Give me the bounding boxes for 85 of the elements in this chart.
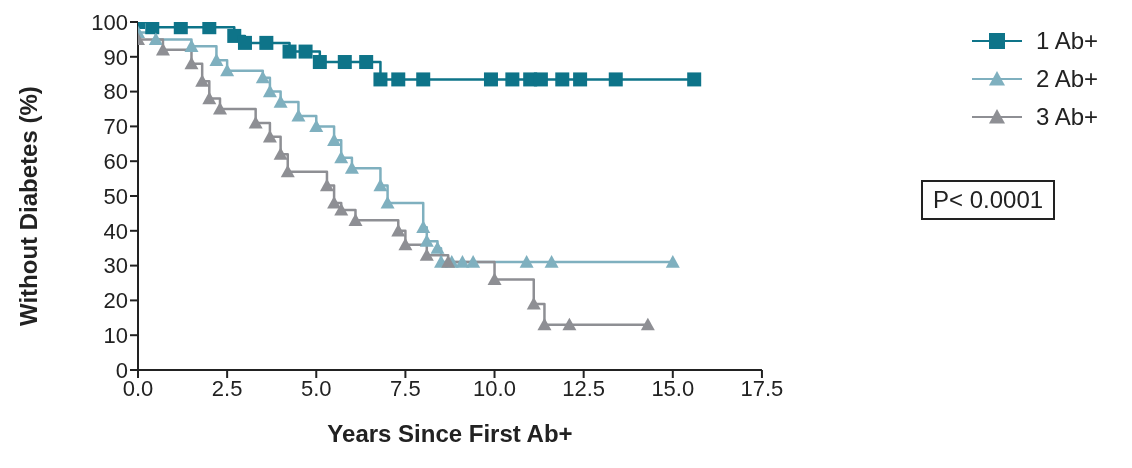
point	[334, 150, 349, 164]
point	[416, 220, 431, 233]
point	[391, 72, 406, 87]
point	[155, 42, 170, 56]
point	[173, 22, 188, 35]
point	[419, 234, 434, 247]
point	[391, 223, 406, 237]
y-tick-label: 30	[103, 253, 128, 279]
point	[544, 255, 559, 268]
y-tick-label: 90	[103, 44, 128, 70]
point	[380, 195, 395, 209]
point	[359, 55, 374, 70]
legend-label: 1 Ab+	[1034, 26, 1098, 56]
x-tick-label: 12.5	[562, 375, 606, 401]
point	[255, 70, 270, 84]
y-tick-label: 100	[91, 9, 128, 35]
point	[573, 72, 588, 87]
point	[455, 255, 470, 268]
y-tick-label: 40	[103, 218, 128, 244]
point	[202, 22, 217, 35]
point	[337, 55, 352, 70]
x-tick-label: 17.5	[740, 375, 784, 401]
point	[282, 44, 297, 59]
point	[319, 178, 334, 192]
point	[202, 91, 217, 105]
point	[505, 72, 520, 87]
point	[262, 129, 277, 143]
point	[298, 44, 313, 59]
point	[248, 115, 263, 129]
point	[419, 248, 434, 261]
y-tick-label: 20	[103, 288, 128, 314]
point	[184, 56, 199, 70]
point	[273, 95, 288, 108]
point	[145, 22, 160, 35]
point	[640, 317, 655, 331]
point	[483, 72, 498, 87]
text: P< 0.0001	[921, 180, 1056, 220]
x-tick-label: 15.0	[651, 375, 695, 401]
point	[430, 241, 445, 254]
point	[487, 272, 502, 286]
x-tick-label: 10.0	[473, 375, 516, 401]
y-tick-label: 80	[103, 79, 128, 105]
point	[537, 317, 552, 331]
legend-label: 2 Ab+	[1034, 64, 1098, 94]
point	[195, 74, 210, 87]
point	[312, 55, 327, 70]
point	[280, 164, 295, 178]
point	[416, 72, 431, 87]
point	[519, 255, 534, 268]
point	[262, 84, 277, 98]
x-axis-title: Years Since First Ab+	[327, 420, 573, 447]
point	[273, 147, 288, 160]
y-tick-label: 70	[103, 114, 128, 140]
point	[334, 202, 349, 216]
legend-label: 3 Ab+	[1034, 102, 1098, 132]
x-tick-label: 5.0	[300, 375, 332, 401]
point	[220, 63, 235, 77]
y-axis-title: Without Diabetes (%)	[14, 86, 42, 326]
y-tick-label: 60	[103, 149, 128, 175]
point	[291, 108, 306, 122]
y-tick-label: 50	[103, 183, 128, 209]
point	[373, 178, 388, 192]
point	[398, 237, 413, 251]
point	[327, 133, 342, 146]
point	[562, 317, 577, 331]
point	[237, 35, 252, 50]
point	[213, 102, 227, 115]
point	[184, 39, 199, 52]
point	[608, 72, 623, 87]
point	[665, 255, 680, 268]
point	[344, 161, 359, 174]
point	[466, 255, 481, 268]
point	[555, 72, 570, 87]
point	[526, 296, 541, 310]
point	[687, 72, 702, 87]
x-tick-label: 7.5	[390, 375, 421, 401]
y-tick-label: 10	[103, 323, 128, 349]
point	[259, 35, 274, 50]
point	[373, 72, 388, 87]
point	[209, 53, 224, 66]
point	[533, 72, 548, 87]
point	[148, 32, 163, 45]
point	[348, 213, 363, 226]
point	[309, 119, 324, 132]
x-tick-label: 2.5	[211, 375, 243, 401]
